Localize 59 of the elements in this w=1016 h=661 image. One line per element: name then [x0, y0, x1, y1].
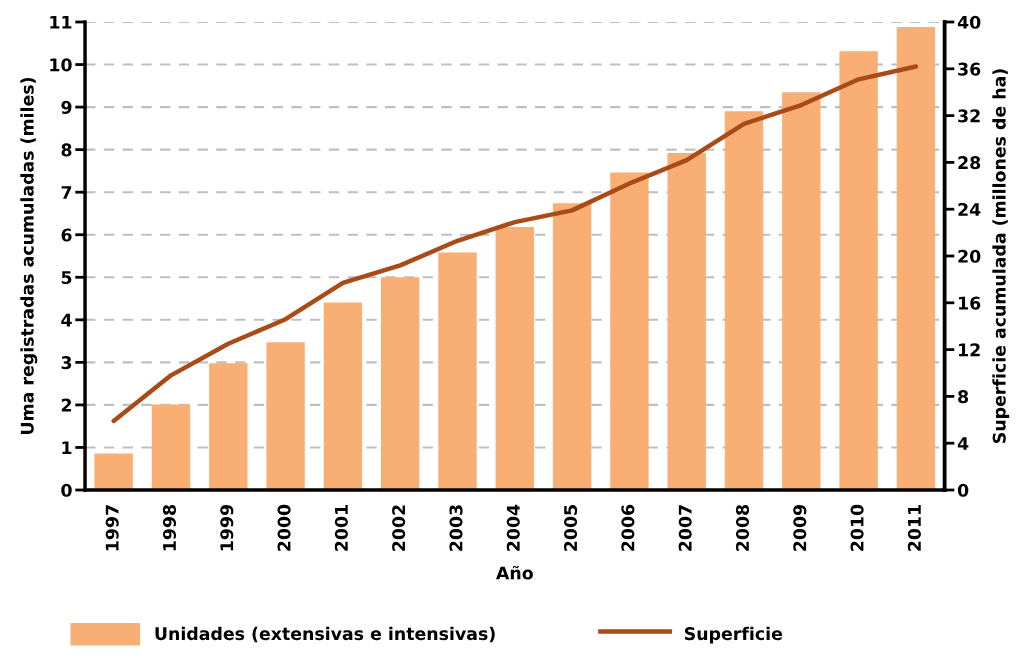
legend-label: Unidades (extensivas e intensivas): [155, 626, 495, 643]
y-axis-title: Uma registradas acumuladas (miles): [20, 77, 38, 434]
x-tick-label: 2011: [907, 505, 921, 551]
y-tick-label: 7: [61, 186, 72, 199]
bar: [323, 302, 363, 490]
x-axis-title: Año: [496, 565, 533, 580]
x-tick-label: 2010: [850, 504, 864, 551]
y-tick-label: 2: [61, 398, 72, 412]
bar: [667, 153, 706, 490]
y2-tick-label: 0: [957, 483, 969, 497]
bar: [495, 227, 534, 490]
y-tick-label: 4: [61, 313, 72, 327]
x-tick-label: 1998: [162, 504, 177, 551]
bar: [151, 404, 191, 490]
bar: [381, 277, 420, 490]
x-tick-label: 2005: [564, 505, 578, 551]
y2-tick-label: 40: [957, 15, 981, 29]
bar: [839, 51, 878, 490]
y2-tick-label: 32: [958, 109, 980, 123]
x-tick-label: 1997: [105, 505, 119, 551]
bar: [438, 252, 477, 490]
y2-tick-label: 24: [958, 202, 981, 216]
y-tick-label: 1: [62, 441, 72, 455]
x-tick-label: 2002: [392, 505, 406, 551]
y2-tick-label: 8: [958, 390, 969, 404]
y2-tick-label: 12: [959, 343, 980, 357]
y-tick-label: 9: [61, 100, 72, 114]
bar: [266, 342, 305, 490]
y2-tick-label: 16: [959, 296, 981, 310]
line-series: [111, 64, 919, 424]
y-tick-label: 10: [50, 58, 72, 72]
bar: [552, 203, 592, 490]
bar: [209, 363, 248, 490]
y-tick-label: 11: [50, 15, 72, 29]
y-tick-label: 0: [61, 483, 72, 497]
bar: [94, 453, 133, 490]
y2-tick-label: 28: [958, 156, 981, 170]
y2-tick-label: 4: [957, 437, 969, 450]
y2-tick-label: 20: [958, 249, 981, 263]
y-tick-label: 3: [61, 356, 72, 370]
y-tick-label: 6: [61, 228, 72, 242]
bar: [724, 111, 764, 490]
y2-axis-title: Superficie acumulada (millones de ha): [992, 69, 1010, 443]
x-tick-label: 1999: [220, 505, 234, 551]
x-tick-label: 2001: [334, 505, 348, 551]
x-tick-label: 2006: [621, 504, 635, 551]
y2-tick-label: 36: [958, 62, 981, 76]
x-tick-label: 2008: [735, 504, 750, 551]
x-tick-label: 2009: [793, 505, 807, 551]
bar: [782, 92, 821, 490]
x-tick-label: 2000: [277, 504, 291, 551]
bar: [610, 172, 649, 490]
legend-label: Superficie: [684, 626, 783, 644]
bar: [896, 27, 936, 490]
x-tick-label: 2003: [449, 505, 463, 551]
x-tick-label: 2004: [506, 504, 520, 551]
y-tick-label: 5: [61, 271, 72, 285]
y-tick-label: 8: [61, 143, 72, 157]
x-tick-label: 2007: [678, 505, 692, 551]
